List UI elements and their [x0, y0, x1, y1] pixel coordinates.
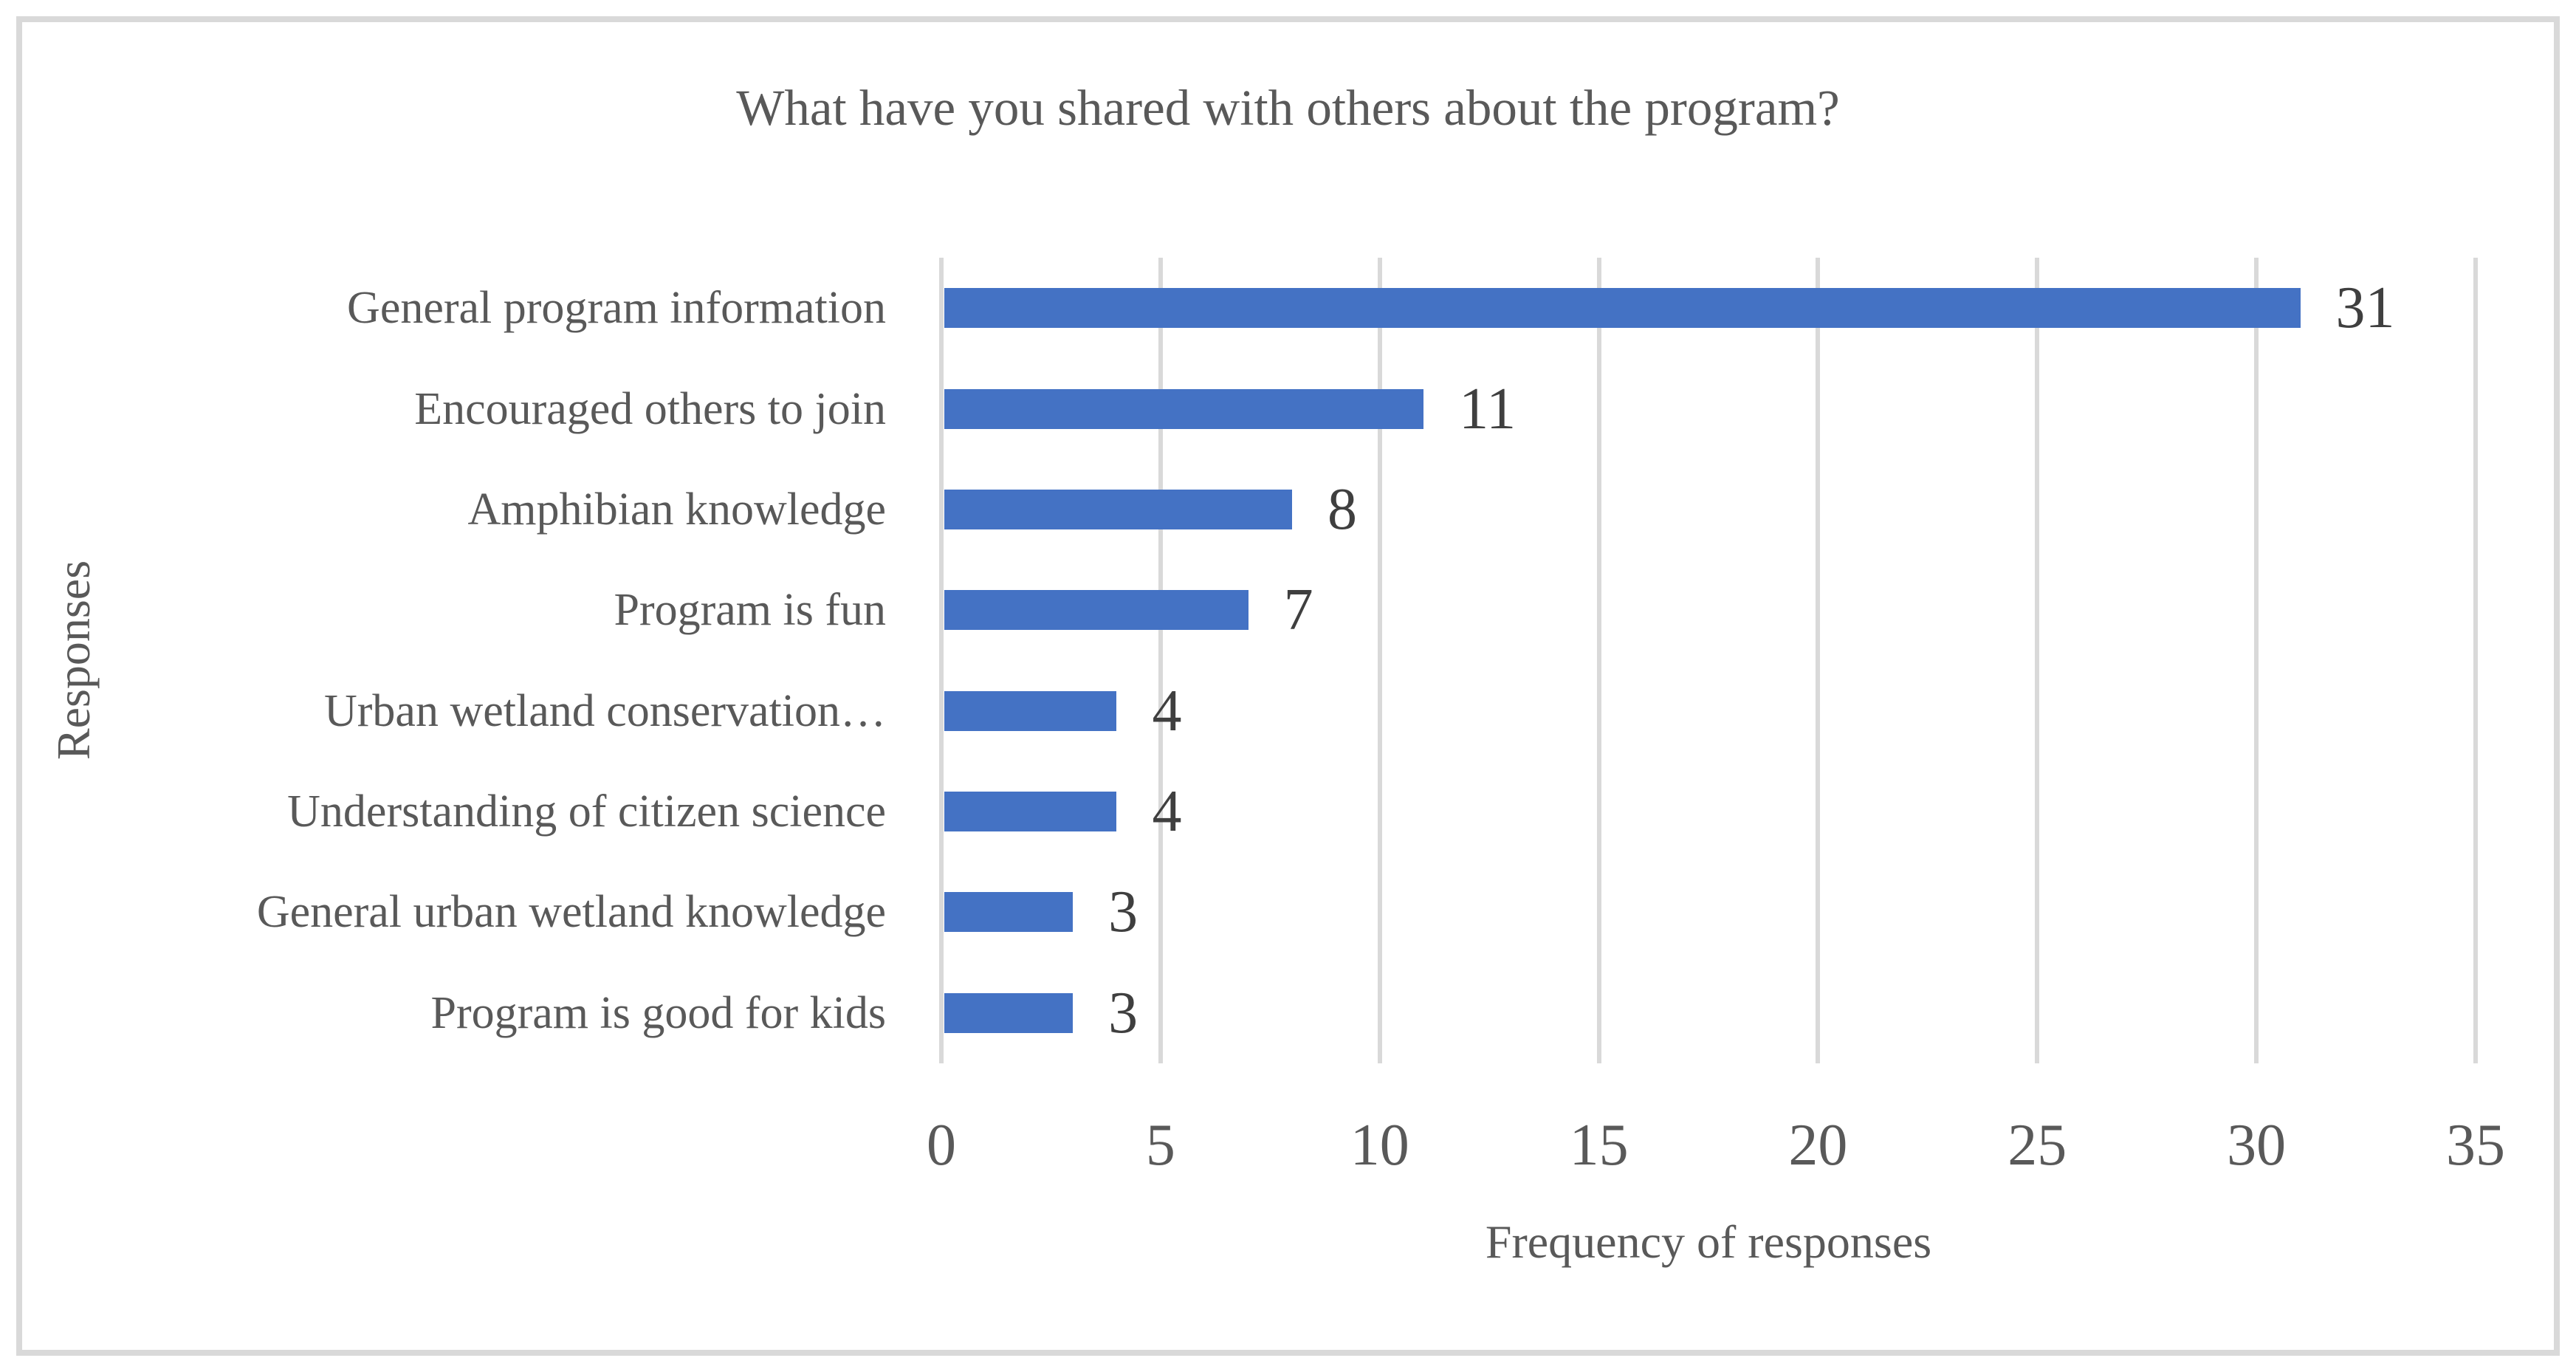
category-label: Urban wetland conservation…	[324, 685, 886, 736]
x-axis-title: Frequency of responses	[1485, 1215, 1932, 1268]
gridline-x-10	[1377, 258, 1382, 1063]
bar	[944, 792, 1117, 832]
bar-value-label: 8	[1327, 476, 1357, 542]
gridline-x-15	[1596, 258, 1601, 1063]
gridline-x-30	[2254, 258, 2259, 1063]
gridline-x-0	[939, 258, 944, 1063]
x-tick-label-10: 10	[1350, 1113, 1409, 1178]
x-tick-label-35: 35	[2446, 1113, 2505, 1178]
category-label: Program is fun	[614, 585, 886, 636]
bar-value-label: 4	[1152, 678, 1182, 744]
category-label: Understanding of citizen science	[287, 786, 886, 837]
x-tick-label-5: 5	[1145, 1113, 1175, 1178]
chart-title: What have you shared with others about t…	[736, 80, 1840, 136]
category-label: Program is good for kids	[430, 987, 886, 1038]
bar-value-label: 3	[1108, 879, 1138, 945]
bar	[944, 489, 1292, 529]
gridline-x-20	[1816, 258, 1821, 1063]
category-label: General urban wetland knowledge	[256, 887, 886, 938]
plot-area: 31 11 8 7 4 4 3 3	[939, 258, 2478, 1063]
bar-value-label: 11	[1459, 376, 1517, 442]
bar-value-label: 4	[1152, 779, 1182, 845]
bar	[944, 892, 1074, 933]
gridline-x-25	[2035, 258, 2040, 1063]
x-tick-label-0: 0	[927, 1113, 956, 1178]
chart-border-frame	[16, 16, 2560, 1356]
bar	[944, 992, 1074, 1033]
bar-value-label: 3	[1108, 980, 1138, 1046]
bar	[944, 590, 1248, 631]
gridline-x-5	[1158, 258, 1163, 1063]
category-label: Encouraged others to join	[414, 383, 886, 434]
category-label: Amphibian knowledge	[467, 484, 886, 535]
bar	[944, 388, 1424, 429]
bar-value-label: 31	[2335, 275, 2395, 341]
bar-value-label: 7	[1283, 577, 1313, 643]
gridline-x-35	[2473, 258, 2478, 1063]
x-tick-label-25: 25	[2007, 1113, 2067, 1178]
bar	[944, 690, 1117, 731]
x-tick-label-20: 20	[1788, 1113, 1848, 1178]
bar	[944, 288, 2301, 329]
x-tick-label-15: 15	[1569, 1113, 1629, 1178]
x-tick-label-30: 30	[2227, 1113, 2287, 1178]
category-label: General program information	[347, 283, 886, 334]
